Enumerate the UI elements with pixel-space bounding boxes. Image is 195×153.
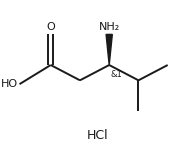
Text: NH₂: NH₂ [99,22,120,32]
Text: HCl: HCl [87,129,108,142]
Text: O: O [46,22,55,32]
Text: &1: &1 [111,70,122,79]
Text: HO: HO [0,79,18,89]
Polygon shape [106,34,112,65]
